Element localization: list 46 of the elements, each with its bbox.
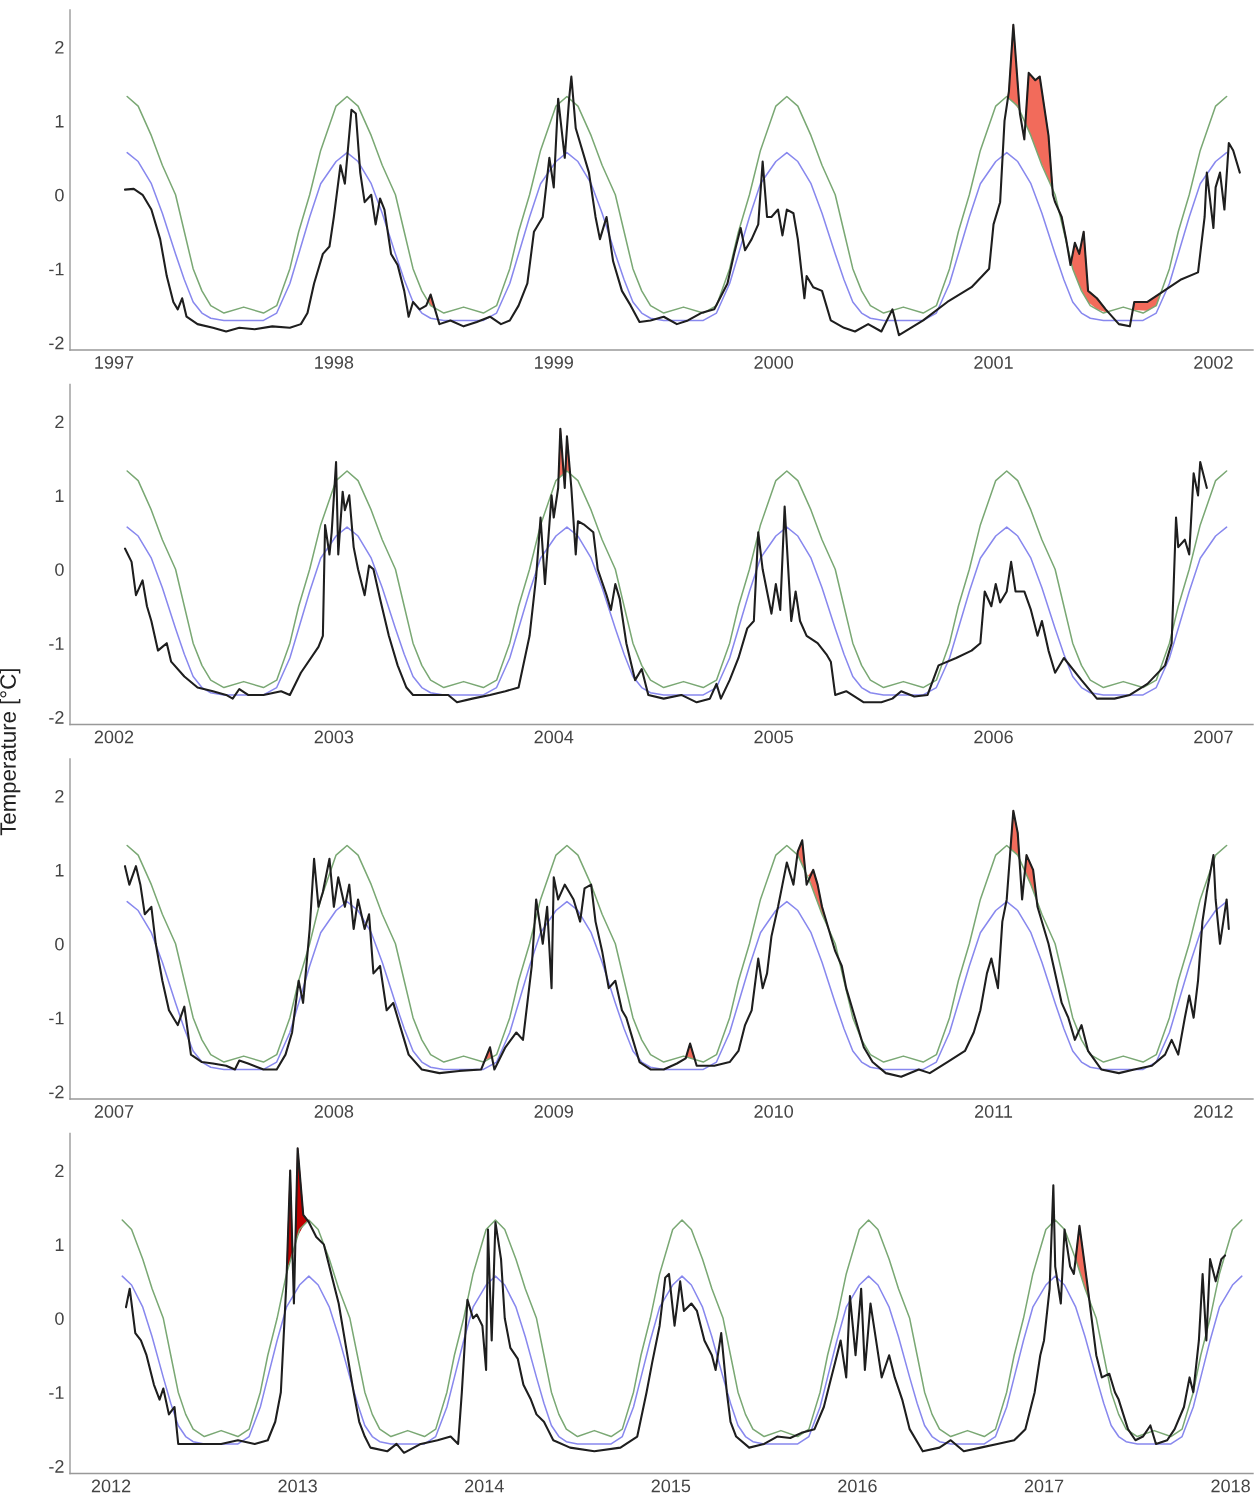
x-tick-label: 2002	[94, 730, 134, 744]
y-tick-label: 1	[55, 489, 64, 502]
x-tick-label: 2013	[278, 1479, 317, 1493]
y-tick-label: 0	[55, 563, 64, 576]
y-tick-label: 2	[55, 415, 64, 428]
x-tick-label: 2000	[754, 356, 794, 369]
x-tick-label: 2015	[651, 1479, 691, 1493]
y-tick-label: 2	[55, 1164, 64, 1177]
x-tick-label: 1999	[535, 356, 573, 369]
x-tick-label: 2012	[1194, 1105, 1233, 1118]
y-axis-title: Temperature [°C]	[0, 669, 21, 836]
x-tick-label: 2009	[534, 1105, 573, 1118]
y-tick-label: -1	[49, 637, 64, 650]
x-tick-label: 2016	[838, 1479, 877, 1493]
y-tick-label: -1	[49, 1011, 64, 1025]
x-tick-label: 2008	[314, 1105, 354, 1118]
x-tick-label: 2018	[1211, 1479, 1250, 1493]
x-tick-label: 2012	[91, 1479, 131, 1493]
x-tick-label: 1998	[315, 356, 354, 369]
y-tick-label: -2	[49, 1085, 64, 1099]
x-tick-label: 2005	[754, 730, 793, 744]
y-tick-label: 0	[55, 1312, 64, 1325]
y-tick-label: -1	[49, 1386, 64, 1399]
x-tick-label: 2007	[94, 1105, 134, 1118]
x-tick-label: 2011	[975, 1105, 1013, 1118]
x-tick-label: 2007	[1194, 730, 1233, 744]
y-tick-label: 2	[55, 789, 64, 803]
y-tick-label: -1	[49, 262, 64, 276]
x-tick-label: 2014	[465, 1479, 504, 1493]
x-tick-label: 2002	[1194, 356, 1233, 369]
y-tick-label: 0	[55, 188, 64, 202]
y-tick-label: 0	[55, 937, 64, 951]
x-tick-label: 2006	[974, 730, 1013, 744]
x-tick-label: 1997	[95, 356, 134, 369]
x-tick-label: 2010	[754, 1105, 794, 1118]
y-tick-label: -2	[49, 711, 64, 724]
y-tick-label: 1	[55, 114, 64, 128]
y-tick-label: 1	[55, 1238, 64, 1251]
x-tick-label: 2004	[534, 730, 574, 744]
x-tick-label: 2003	[314, 730, 354, 744]
x-tick-label: 2017	[1024, 1479, 1064, 1493]
x-tick-label: 2001	[974, 356, 1013, 369]
y-tick-label: -2	[49, 336, 64, 350]
y-tick-label: -2	[49, 1460, 64, 1473]
y-tick-label: 2	[55, 40, 64, 54]
y-tick-label: 1	[55, 863, 64, 877]
